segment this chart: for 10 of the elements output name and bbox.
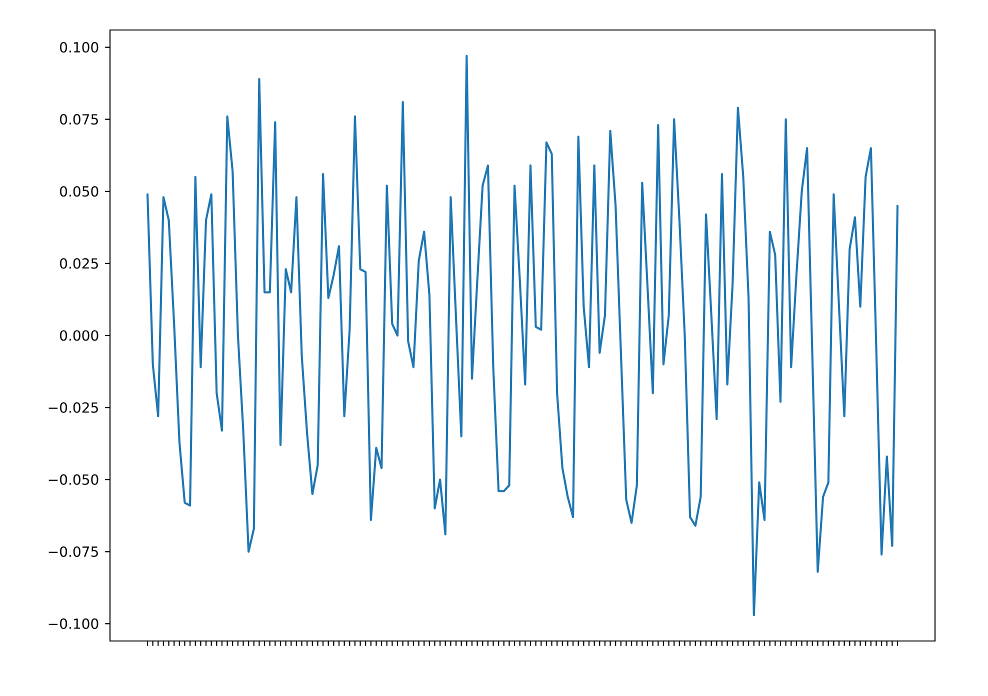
line-series (146, 54, 899, 616)
y-tick-label: 0.025 (60, 258, 98, 269)
y-tick-label: −0.050 (48, 474, 98, 485)
y-tick-label: −0.075 (48, 546, 98, 557)
y-tick-label: 0.050 (60, 186, 98, 197)
y-tick-label: 0.000 (60, 330, 98, 341)
y-tick-label: 0.100 (60, 42, 98, 53)
y-tick-label: −0.100 (48, 618, 98, 629)
y-tick-label: −0.025 (48, 402, 98, 413)
y-tick-label: 0.075 (60, 114, 98, 125)
